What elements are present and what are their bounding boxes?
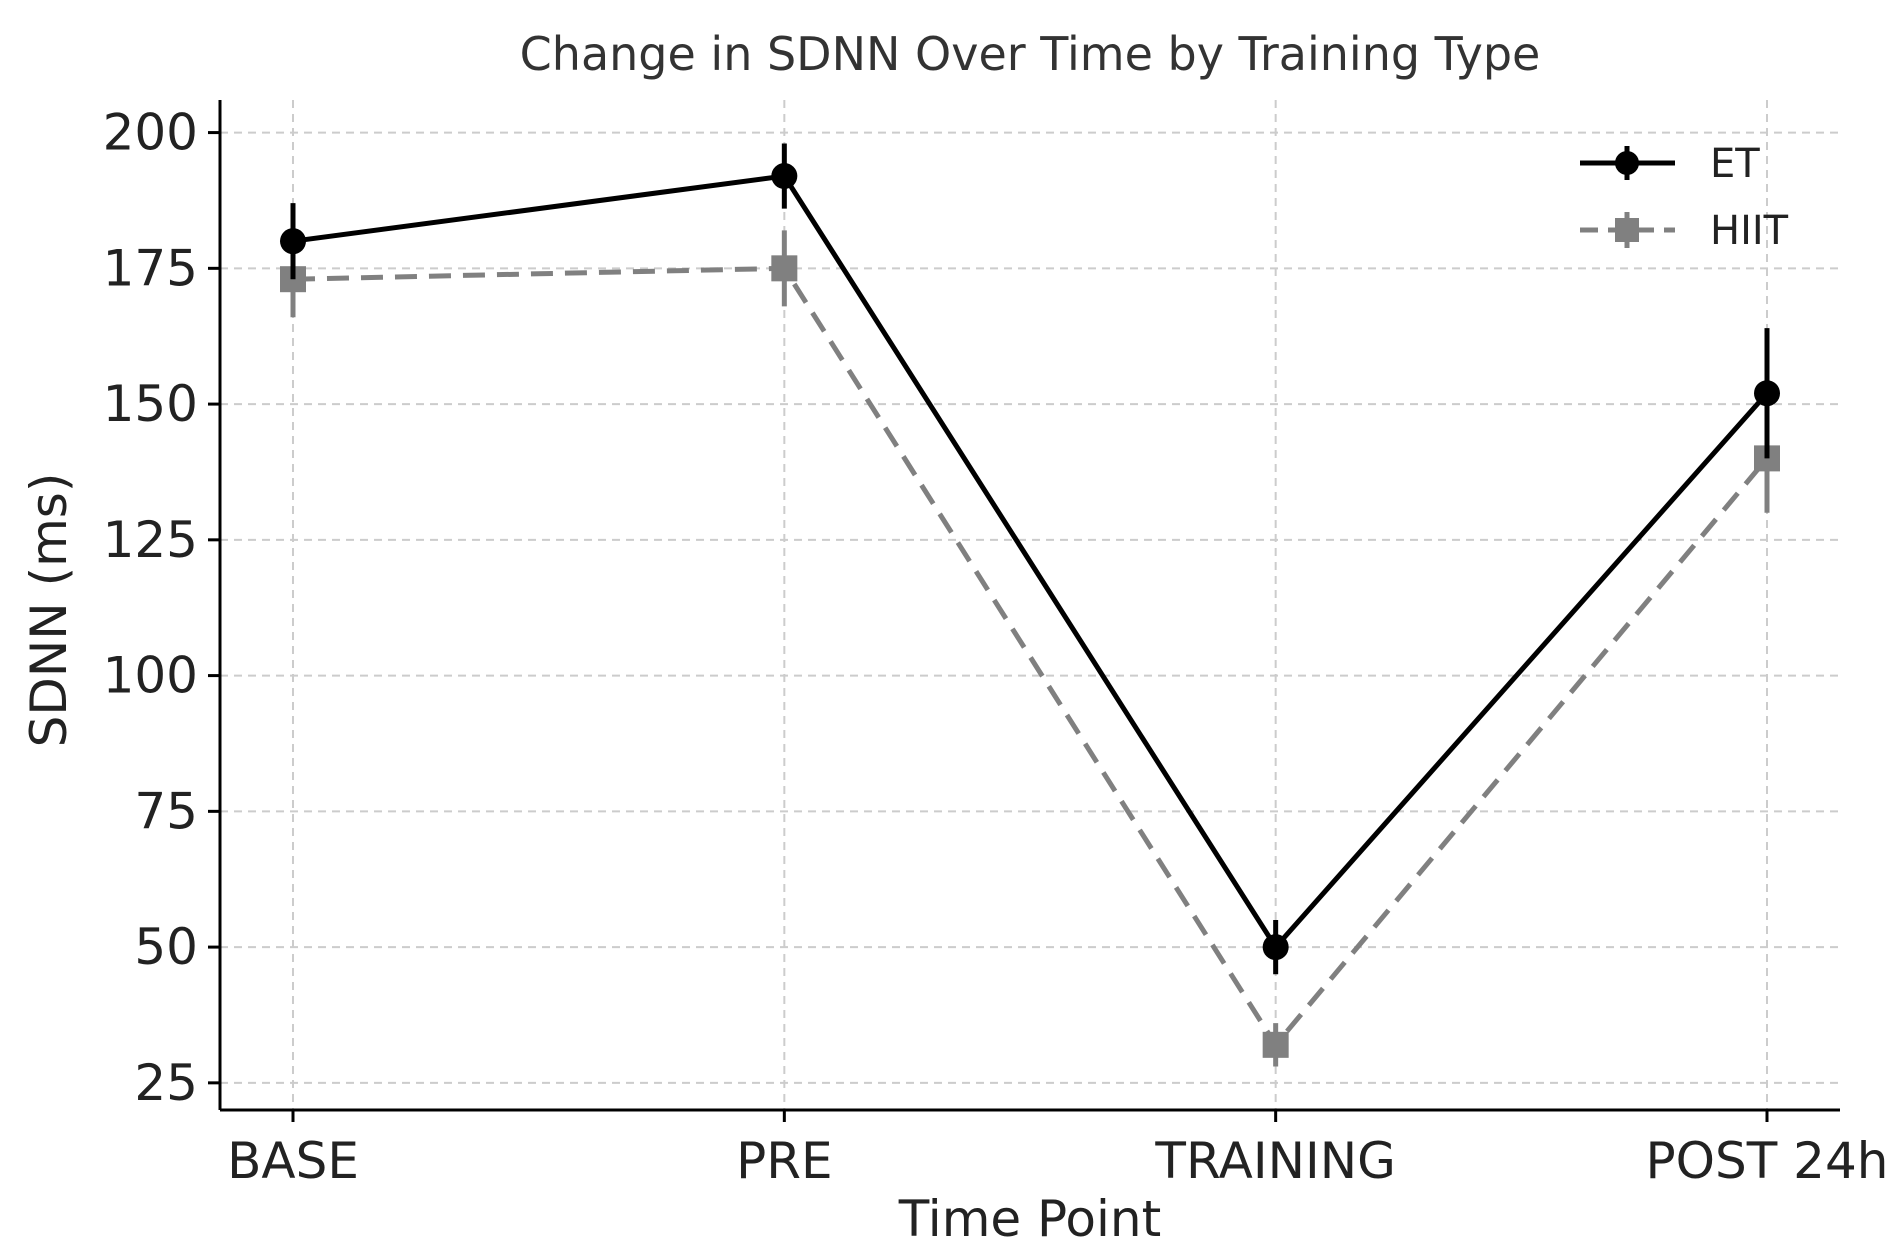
ticks-layer: 25 50 75 100 125 150 175 200 BASE PRE TRAINING POST… xyxy=(103,104,1889,1190)
data-point-hiit xyxy=(1262,1031,1289,1058)
data-point-et xyxy=(771,163,798,190)
y-tick-label: 100 xyxy=(103,647,198,705)
data-point-et xyxy=(1754,380,1780,407)
legend-item-et: ET xyxy=(1580,141,1760,187)
chart-title: Change in SDNN Over Time by Training Typ… xyxy=(520,27,1541,81)
data-point-hiit xyxy=(771,255,798,282)
data-point-et xyxy=(280,228,306,255)
legend-item-hiit: HIIT xyxy=(1580,208,1789,254)
axes-layer xyxy=(218,100,1840,1112)
y-tick-label: 75 xyxy=(134,782,198,840)
y-tick-label: 200 xyxy=(103,104,198,162)
y-tick-label: 25 xyxy=(134,1054,198,1112)
x-tick-label: BASE xyxy=(227,1132,359,1190)
x-axis-label: Time Point xyxy=(898,1190,1161,1248)
data-point-et xyxy=(1262,934,1289,961)
legend-marker-hiit xyxy=(1615,218,1639,242)
y-tick-label: 125 xyxy=(103,511,198,569)
y-tick-label: 50 xyxy=(134,918,198,976)
legend-label-et: ET xyxy=(1710,141,1760,187)
series-layer xyxy=(280,143,1780,1067)
y-tick-label: 150 xyxy=(103,375,198,433)
x-tick-label: POST 24h xyxy=(1646,1132,1889,1190)
legend: ET HIIT xyxy=(1580,141,1789,254)
series-line-et xyxy=(292,173,1769,952)
series-line-hiit xyxy=(292,265,1769,1050)
y-tick-label: 175 xyxy=(103,239,198,297)
x-tick-label: PRE xyxy=(736,1132,832,1190)
y-axis-label: SDNN (ms) xyxy=(20,473,78,748)
grid-layer xyxy=(220,100,1840,1110)
legend-label-hiit: HIIT xyxy=(1710,208,1789,254)
x-tick-label: TRAINING xyxy=(1154,1132,1396,1190)
legend-marker-et xyxy=(1615,151,1639,175)
